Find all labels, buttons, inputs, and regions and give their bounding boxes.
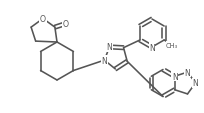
- Text: N: N: [171, 72, 177, 81]
- Text: O: O: [40, 15, 46, 24]
- Text: N: N: [106, 43, 112, 52]
- Text: N: N: [148, 43, 154, 52]
- Text: O: O: [62, 20, 68, 29]
- Text: CH₃: CH₃: [165, 42, 177, 48]
- Text: N: N: [192, 79, 197, 88]
- Text: N: N: [184, 68, 190, 77]
- Text: N: N: [101, 56, 107, 65]
